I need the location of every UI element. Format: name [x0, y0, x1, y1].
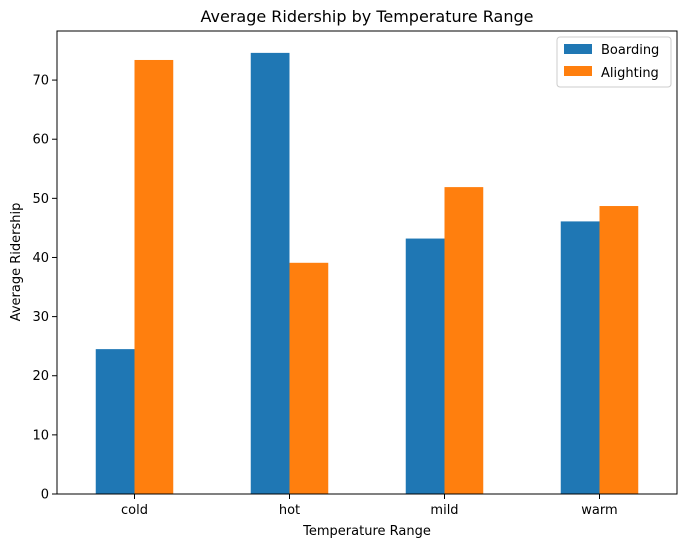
y-axis-label: Average Ridership [9, 203, 24, 322]
legend-swatch-alighting [564, 66, 592, 76]
bar-alighting-cold [134, 59, 174, 494]
x-tick-label: warm [581, 503, 617, 518]
bars [95, 52, 639, 495]
bar-boarding-warm [560, 221, 600, 495]
bar-alighting-hot [289, 262, 329, 494]
bar-boarding-cold [95, 349, 135, 494]
y-axis-ticks: 0 10 20 30 40 50 60 70 [32, 74, 57, 503]
y-tick-label: 50 [32, 192, 49, 207]
legend-label-alighting: Alighting [601, 66, 659, 81]
y-tick-label: 30 [32, 310, 49, 325]
bar-alighting-warm [599, 206, 639, 495]
y-tick-label: 10 [32, 428, 49, 443]
chart-title: Average Ridership by Temperature Range [201, 7, 534, 26]
bar-boarding-hot [250, 52, 290, 495]
y-tick-label: 20 [32, 369, 49, 384]
y-tick-label: 40 [32, 251, 49, 266]
x-axis-ticks: cold hot mild warm [121, 494, 618, 518]
bar-alighting-mild [444, 187, 484, 494]
x-tick-label: hot [279, 503, 300, 518]
y-tick-label: 70 [32, 74, 49, 89]
x-axis-label: Temperature Range [302, 524, 431, 539]
plot-frame [56, 30, 678, 495]
x-tick-label: mild [430, 503, 458, 518]
legend: Boarding Alighting [556, 36, 672, 88]
legend-swatch-boarding [564, 44, 592, 54]
bar-boarding-mild [405, 238, 445, 494]
y-tick-label: 0 [41, 488, 49, 503]
legend-label-boarding: Boarding [601, 43, 659, 58]
x-tick-label: cold [121, 503, 148, 518]
y-tick-label: 60 [32, 133, 49, 148]
